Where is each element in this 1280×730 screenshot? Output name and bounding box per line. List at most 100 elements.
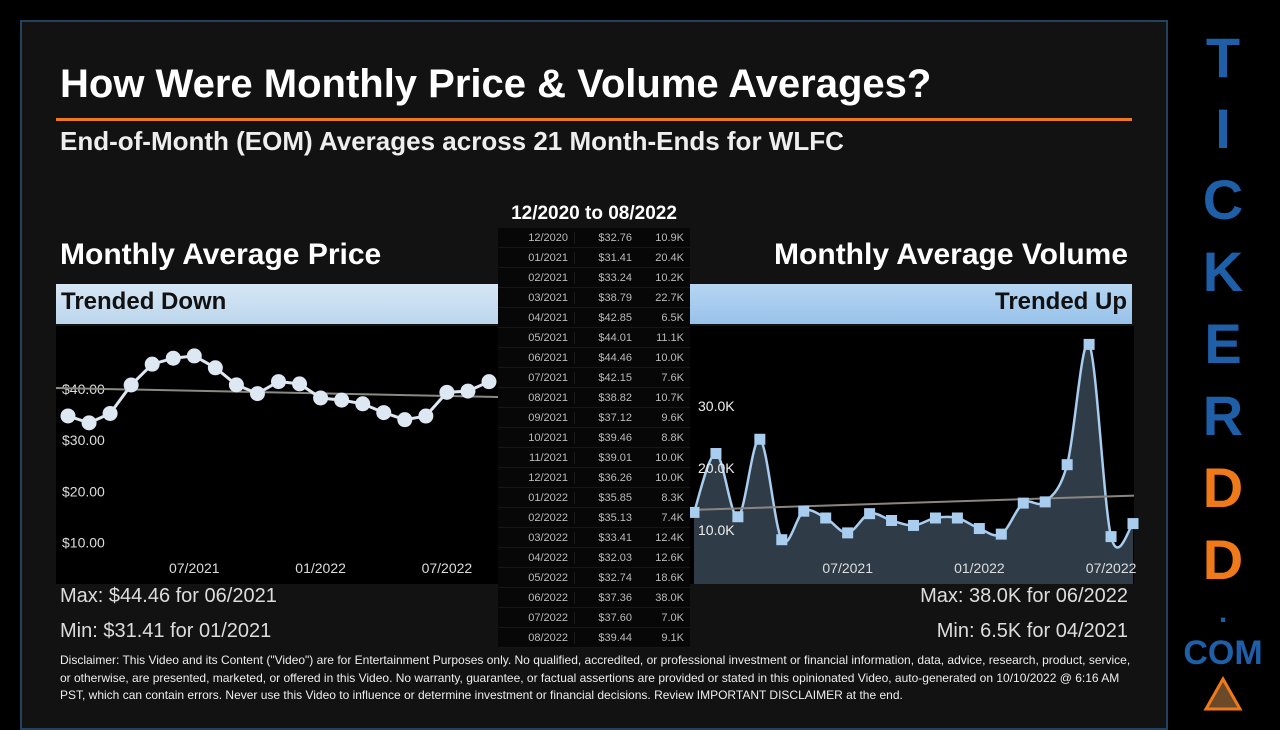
volume-y-tick-label: 20.0K [698, 460, 735, 476]
logo-suffix: COM [1183, 634, 1263, 672]
table-row: 06/2021 $44.46 10.0K [498, 348, 690, 368]
price-min: Min: $31.41 for 01/2021 [60, 620, 272, 642]
table-cell-price: $35.85 [574, 492, 632, 504]
table-cell-price: $42.15 [574, 372, 632, 384]
logo-letter: K [1202, 240, 1244, 303]
page-subtitle: End-of-Month (EOM) Averages across 21 Mo… [60, 126, 844, 156]
table-cell-volume: 18.6K [655, 572, 684, 584]
volume-data-point [951, 512, 963, 524]
table-row: 04/2021 $42.85 6.5K [498, 308, 690, 328]
volume-trend-banner: Trended Up [690, 284, 1132, 324]
table-row: 12/2020 $32.76 10.9K [498, 228, 690, 248]
logo-letter: . [1218, 596, 1228, 629]
price-data-point [123, 377, 139, 393]
table-cell-month: 01/2021 [528, 252, 568, 264]
table-row: 09/2021 $37.12 9.6K [498, 408, 690, 428]
table-row: 01/2022 $35.85 8.3K [498, 488, 690, 508]
price-data-point [292, 376, 308, 392]
logo-letter: D [1202, 528, 1244, 591]
table-cell-price: $37.36 [574, 592, 632, 604]
volume-data-point [710, 448, 722, 460]
table-cell-price: $35.13 [574, 512, 632, 524]
price-data-point [207, 360, 223, 376]
table-cell-price: $39.44 [574, 632, 632, 644]
table-cell-volume: 12.4K [655, 532, 684, 544]
table-cell-volume: 10.2K [655, 272, 684, 284]
volume-data-point [1017, 497, 1029, 509]
price-data-point [228, 377, 244, 393]
price-data-point [376, 405, 392, 421]
table-cell-month: 07/2022 [528, 612, 568, 624]
volume-data-point [864, 508, 876, 520]
table-cell-month: 04/2022 [528, 552, 568, 564]
page-title: How Were Monthly Price & Volume Averages… [60, 62, 932, 106]
table-cell-price: $32.03 [574, 552, 632, 564]
table-cell-volume: 7.4K [661, 512, 684, 524]
table-cell-price: $38.82 [574, 392, 632, 404]
volume-data-point [1039, 496, 1051, 508]
table-cell-month: 02/2021 [528, 272, 568, 284]
price-data-point [186, 348, 202, 364]
table-row: 03/2021 $38.79 22.7K [498, 288, 690, 308]
table-cell-price: $37.60 [574, 612, 632, 624]
table-row: 12/2021 $36.26 10.0K [498, 468, 690, 488]
table-cell-price: $37.12 [574, 412, 632, 424]
logo-letter: R [1202, 384, 1244, 447]
price-data-point [249, 386, 265, 402]
price-y-tick-label: $30.00 [62, 432, 105, 448]
table-cell-volume: 22.7K [655, 292, 684, 304]
table-row: 07/2021 $42.15 7.6K [498, 368, 690, 388]
table-row: 10/2021 $39.46 8.8K [498, 428, 690, 448]
volume-data-point [732, 511, 744, 523]
price-max: Max: $44.46 for 06/2021 [60, 585, 277, 607]
table-row: 05/2021 $44.01 11.1K [498, 328, 690, 348]
price-x-tick-label: 07/2022 [422, 560, 473, 576]
price-data-point [60, 408, 76, 424]
price-data-point [271, 374, 286, 390]
table-cell-month: 04/2021 [528, 312, 568, 324]
volume-data-point [886, 514, 898, 526]
logo-triangle-icon [1203, 676, 1243, 711]
table-cell-month: 09/2021 [528, 412, 568, 424]
volume-chart-title: Monthly Average Volume [774, 238, 1128, 271]
table-cell-month: 08/2022 [528, 632, 568, 644]
price-x-tick-label: 07/2021 [169, 560, 220, 576]
volume-y-tick-label: 10.0K [698, 522, 735, 538]
price-trend-banner: Trended Down [56, 284, 498, 324]
volume-data-point [929, 512, 941, 524]
volume-data-point [820, 512, 832, 524]
table-row: 02/2022 $35.13 7.4K [498, 508, 690, 528]
volume-data-point [995, 528, 1007, 540]
table-cell-volume: 7.0K [661, 612, 684, 624]
price-data-point [313, 390, 329, 406]
table-cell-volume: 10.0K [655, 472, 684, 484]
price-data-point [144, 356, 160, 372]
volume-max: Max: 38.0K for 06/2022 [920, 585, 1128, 607]
table-cell-month: 02/2022 [528, 512, 568, 524]
table-row: 07/2022 $37.60 7.0K [498, 608, 690, 628]
table-cell-volume: 20.4K [655, 252, 684, 264]
table-row: 04/2022 $32.03 12.6K [498, 548, 690, 568]
price-y-tick-label: $10.00 [62, 535, 105, 551]
table-cell-price: $38.79 [574, 292, 632, 304]
logo-letter: I [1215, 97, 1231, 160]
logo-letter: T [1205, 26, 1241, 89]
data-table: 12/2020 $32.76 10.9K 01/2021 $31.41 20.4K 02/2… [498, 228, 690, 648]
title-divider [56, 118, 1132, 121]
table-cell-volume: 8.3K [661, 492, 684, 504]
table-cell-month: 11/2021 [529, 452, 568, 464]
table-cell-price: $33.41 [574, 532, 632, 544]
table-row: 01/2021 $31.41 20.4K [498, 248, 690, 268]
table-cell-volume: 10.7K [655, 392, 684, 404]
table-row: 02/2021 $33.24 10.2K [498, 268, 690, 288]
table-cell-volume: 9.1K [661, 632, 684, 644]
table-cell-volume: 9.6K [661, 412, 684, 424]
table-cell-volume: 10.0K [655, 352, 684, 364]
table-row: 06/2022 $37.36 38.0K [498, 588, 690, 608]
table-heading: 12/2020 to 08/2022 [511, 203, 677, 224]
volume-trendline [689, 494, 1135, 511]
table-cell-price: $44.46 [574, 352, 632, 364]
table-row: 03/2022 $33.41 12.4K [498, 528, 690, 548]
table-cell-volume: 10.9K [655, 232, 684, 244]
table-row: 11/2021 $39.01 10.0K [498, 448, 690, 468]
